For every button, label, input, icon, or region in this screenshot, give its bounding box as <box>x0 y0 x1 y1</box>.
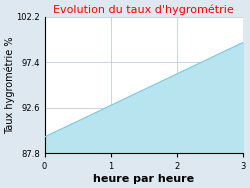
X-axis label: heure par heure: heure par heure <box>93 174 194 184</box>
Y-axis label: Taux hygrométrie %: Taux hygrométrie % <box>4 36 15 134</box>
Title: Evolution du taux d'hygrométrie: Evolution du taux d'hygrométrie <box>54 4 234 15</box>
